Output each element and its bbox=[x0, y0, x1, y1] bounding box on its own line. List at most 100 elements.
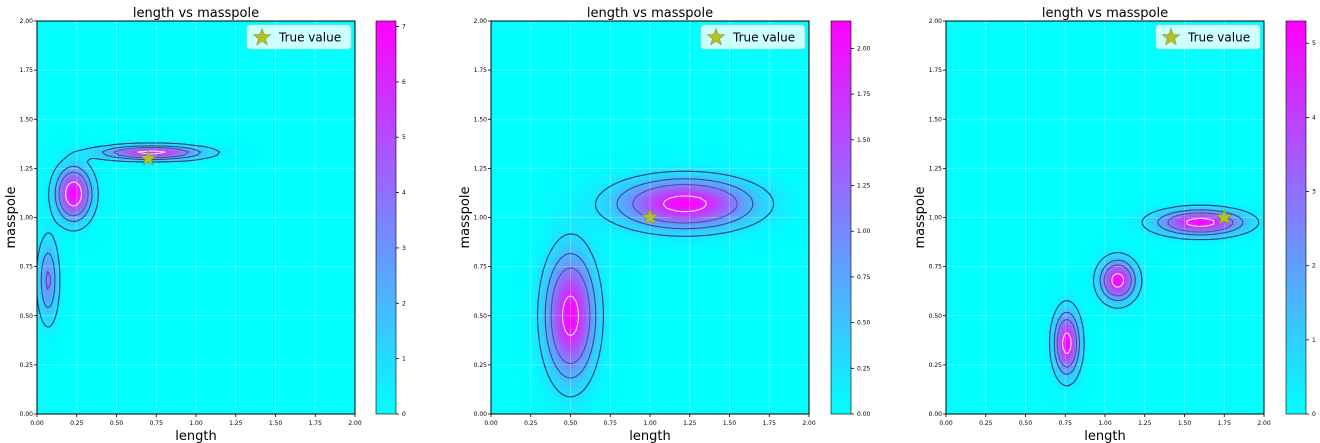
x-tick-label: 1.25 bbox=[229, 420, 243, 427]
chart-title: length vs masspole bbox=[133, 6, 259, 21]
colorbar bbox=[1285, 20, 1307, 415]
x-tick-label: 0.75 bbox=[150, 420, 164, 427]
y-tick-label: 0.75 bbox=[20, 264, 34, 271]
y-tick-label: 1.50 bbox=[474, 116, 488, 123]
x-tick-label: 1.50 bbox=[1178, 420, 1192, 427]
colorbar-tick-label: 1 bbox=[402, 356, 406, 363]
colorbar-tick-label: 3 bbox=[1312, 189, 1316, 196]
contour-line bbox=[555, 189, 725, 352]
x-tick-label: 1.50 bbox=[269, 420, 283, 427]
colorbar-tick-label: 1.25 bbox=[857, 183, 871, 190]
true-value-marker bbox=[1215, 208, 1233, 225]
x-tick-label: 1.75 bbox=[1218, 420, 1232, 427]
y-tick-label: 2.00 bbox=[929, 18, 943, 25]
x-tick-label: 1.50 bbox=[723, 420, 737, 427]
y-tick-label: 0.50 bbox=[20, 313, 34, 320]
contour-line bbox=[1049, 204, 1260, 387]
colorbar-tick-label: 0 bbox=[1312, 411, 1316, 418]
colorbar-tick-label: 4 bbox=[402, 190, 406, 197]
y-tick-label: 0.00 bbox=[20, 411, 34, 418]
legend-star-icon bbox=[706, 27, 726, 46]
x-axis-label: length bbox=[175, 429, 216, 443]
x-tick-label: 0.25 bbox=[524, 420, 538, 427]
y-tick-label: 0.75 bbox=[929, 264, 943, 271]
contour-line bbox=[1062, 217, 1215, 354]
x-tick-label: 2.00 bbox=[802, 420, 816, 427]
contour-line bbox=[544, 178, 754, 379]
true-value-marker bbox=[641, 208, 659, 225]
x-tick-label: 1.00 bbox=[1098, 420, 1112, 427]
y-tick-label: 1.25 bbox=[474, 165, 488, 172]
legend-star-icon bbox=[1161, 27, 1181, 46]
x-tick-label: 0.50 bbox=[1019, 420, 1033, 427]
y-tick-label: 1.00 bbox=[929, 215, 943, 222]
y-tick-label: 1.00 bbox=[20, 215, 34, 222]
x-tick-label: 0.00 bbox=[484, 420, 498, 427]
colorbar-tick-label: 1 bbox=[1312, 337, 1316, 344]
colorbar bbox=[375, 20, 397, 415]
x-tick-label: 1.75 bbox=[763, 420, 777, 427]
x-tick-label: 1.00 bbox=[189, 420, 203, 427]
contour-line bbox=[40, 145, 202, 309]
y-tick-label: 1.75 bbox=[20, 67, 34, 74]
contour-line bbox=[550, 184, 738, 365]
colorbar-tick-label: 2.00 bbox=[857, 45, 871, 52]
y-tick-label: 1.75 bbox=[474, 67, 488, 74]
x-tick-label: 1.00 bbox=[643, 420, 657, 427]
density-heatmap bbox=[37, 21, 355, 414]
x-tick-label: 2.00 bbox=[1257, 420, 1271, 427]
colorbar-tick-label: 1.00 bbox=[857, 228, 871, 235]
legend-label: True value bbox=[732, 31, 795, 45]
x-axis-label: length bbox=[629, 429, 670, 443]
legend-label: True value bbox=[1187, 31, 1250, 45]
chart-title: length vs masspole bbox=[1042, 6, 1168, 21]
y-tick-label: 1.25 bbox=[929, 165, 943, 172]
x-tick-label: 0.25 bbox=[979, 420, 993, 427]
contour-line bbox=[45, 146, 190, 290]
legend-box bbox=[246, 24, 352, 50]
y-tick-label: 1.00 bbox=[474, 215, 488, 222]
y-axis-label: masspole bbox=[913, 187, 928, 249]
y-tick-label: 0.50 bbox=[929, 313, 943, 320]
x-tick-label: 2.00 bbox=[348, 420, 362, 427]
colorbar-tick-label: 5 bbox=[402, 134, 406, 141]
colorbar-tick-label: 7 bbox=[402, 24, 406, 31]
x-axis-label: length bbox=[1084, 429, 1125, 443]
y-tick-label: 0.75 bbox=[474, 264, 488, 271]
chart-title: length vs masspole bbox=[587, 6, 713, 21]
legend-label: True value bbox=[278, 31, 341, 45]
x-tick-label: 0.25 bbox=[70, 420, 84, 427]
x-tick-label: 0.75 bbox=[604, 420, 618, 427]
colorbar-tick-label: 3 bbox=[402, 245, 406, 252]
y-tick-label: 2.00 bbox=[474, 18, 488, 25]
colorbar-tick-label: 0.25 bbox=[857, 365, 871, 372]
chart-panel-3: 0.00 0.25 0.50 0.75 1.00 1.25 1.50 1.75 2.00 0.00… bbox=[913, 6, 1316, 443]
colorbar-tick-label: 1.50 bbox=[857, 137, 871, 144]
x-tick-label: 0.75 bbox=[1059, 420, 1073, 427]
y-tick-label: 1.25 bbox=[20, 165, 34, 172]
colorbar-tick-label: 5 bbox=[1312, 40, 1316, 47]
y-tick-label: 0.25 bbox=[929, 362, 943, 369]
contour-line bbox=[36, 142, 221, 328]
x-tick-label: 1.25 bbox=[683, 420, 697, 427]
x-tick-label: 0.00 bbox=[30, 420, 44, 427]
y-tick-label: 1.75 bbox=[929, 67, 943, 74]
colorbar-tick-label: 2 bbox=[1312, 263, 1316, 270]
y-tick-label: 1.50 bbox=[929, 116, 943, 123]
colorbar-tick-label: 6 bbox=[402, 79, 406, 86]
y-tick-label: 0.25 bbox=[474, 362, 488, 369]
colorbar-tick-label: 0.00 bbox=[857, 411, 871, 418]
colorbar bbox=[830, 20, 852, 415]
contour-line bbox=[1059, 214, 1225, 362]
x-tick-label: 1.75 bbox=[309, 420, 323, 427]
x-tick-label: 0.50 bbox=[564, 420, 578, 427]
y-tick-label: 0.00 bbox=[474, 411, 488, 418]
x-tick-label: 1.25 bbox=[1138, 420, 1152, 427]
y-tick-label: 0.50 bbox=[474, 313, 488, 320]
colorbar-tick-label: 4 bbox=[1312, 114, 1316, 121]
x-tick-label: 0.50 bbox=[110, 420, 124, 427]
chart-panel-2: 0.00 0.25 0.50 0.75 1.00 1.25 1.50 1.75 2.00 0.00… bbox=[458, 6, 871, 443]
y-tick-label: 0.25 bbox=[20, 362, 34, 369]
legend-box bbox=[1155, 24, 1261, 50]
